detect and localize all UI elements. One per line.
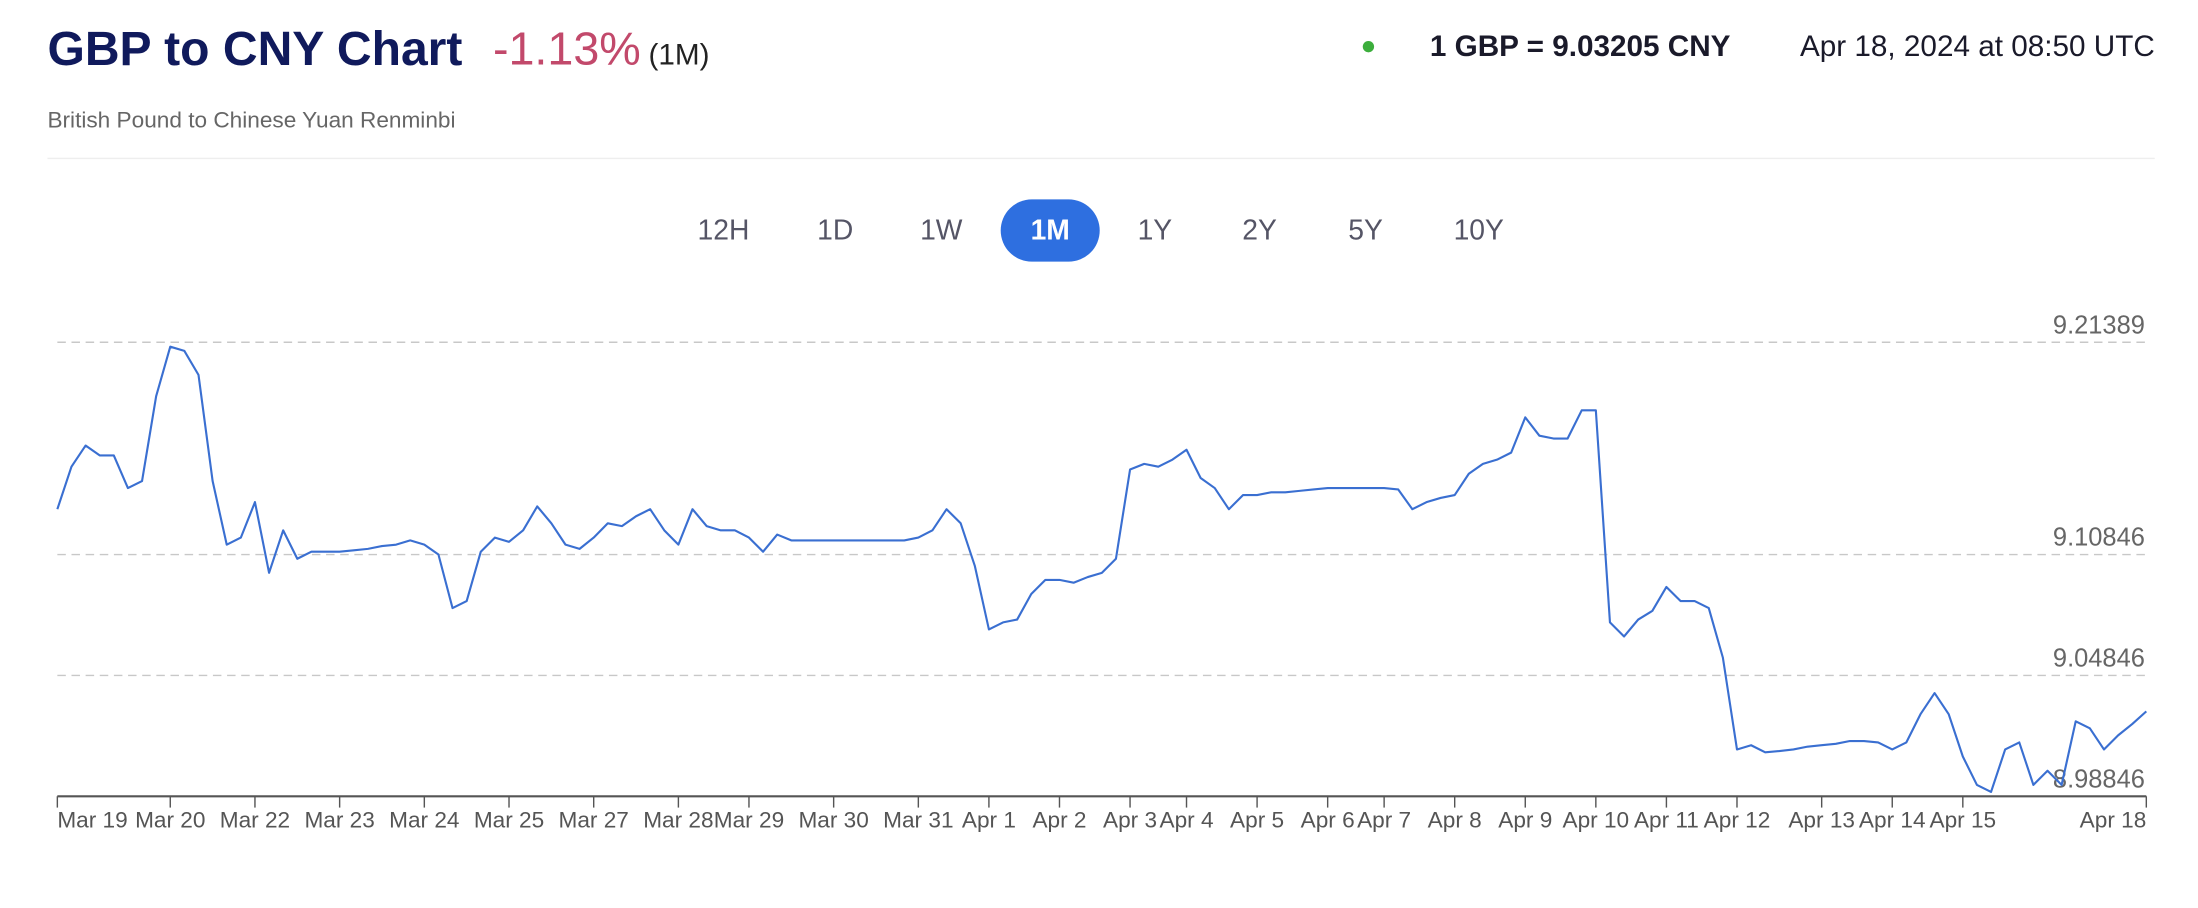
x-tick-label: Mar 28: [643, 808, 713, 833]
range-button[interactable]: 1W: [920, 213, 963, 245]
x-tick-label: Apr 9: [1498, 808, 1552, 833]
range-button[interactable]: 10Y: [1454, 213, 1504, 245]
x-tick-label: Apr 3: [1103, 808, 1157, 833]
range-button-active[interactable]: [1000, 199, 1100, 262]
x-tick-label: Mar 29: [714, 808, 784, 833]
subtitle: British Pound to Chinese Yuan Renminbi: [47, 108, 455, 133]
y-tick-label: 8.98846: [2053, 765, 2145, 793]
x-tick-label: Mar 27: [559, 808, 629, 833]
y-tick-label: 9.21389: [2053, 311, 2145, 339]
x-tick-label: Apr 10: [1563, 808, 1630, 833]
x-tick-label: Mar 23: [304, 808, 374, 833]
period: (1M): [649, 38, 710, 71]
x-tick-label: Mar 20: [135, 808, 205, 833]
range-button[interactable]: 1M: [1031, 213, 1070, 245]
range-button[interactable]: 5Y: [1348, 213, 1383, 245]
rate: 1 GBP = 9.03205 CNY: [1430, 30, 1731, 63]
range-button[interactable]: 1Y: [1138, 213, 1173, 245]
x-tick-label: Apr 5: [1230, 808, 1284, 833]
x-tick-label: Mar 19: [57, 808, 127, 833]
change: -1.13%: [493, 23, 641, 75]
title: GBP to CNY Chart: [47, 22, 462, 76]
y-tick-label: 9.10846: [2053, 524, 2145, 552]
x-tick-label: Apr 12: [1704, 808, 1771, 833]
x-tick-label: Apr 18: [2080, 808, 2147, 833]
y-tick-label: 9.04846: [2053, 645, 2145, 673]
timestamp: Apr 18, 2024 at 08:50 UTC: [1800, 30, 2155, 63]
x-tick-label: Mar 25: [474, 808, 544, 833]
x-tick-label: Apr 2: [1032, 808, 1086, 833]
x-tick-label: Apr 6: [1301, 808, 1355, 833]
range-button[interactable]: 2Y: [1242, 213, 1277, 245]
range-button[interactable]: 1D: [817, 213, 853, 245]
x-tick-label: Mar 22: [220, 808, 290, 833]
x-tick-label: Apr 15: [1930, 808, 1997, 833]
range-button[interactable]: 12H: [698, 213, 750, 245]
x-tick-label: Apr 7: [1357, 808, 1411, 833]
x-tick-label: Apr 14: [1859, 808, 1926, 833]
x-tick-label: Apr 11: [1634, 808, 1699, 833]
x-tick-label: Mar 24: [389, 808, 459, 833]
x-tick-label: Apr 4: [1159, 808, 1213, 833]
status-dot: [1362, 41, 1375, 53]
x-tick-label: Mar 30: [798, 808, 868, 833]
x-tick-label: Mar 31: [883, 808, 953, 833]
x-tick-label: Apr 8: [1428, 808, 1482, 833]
x-tick-label: Apr 13: [1788, 808, 1855, 833]
price-line: [56, 345, 2148, 794]
x-tick-label: Apr 1: [962, 808, 1016, 833]
